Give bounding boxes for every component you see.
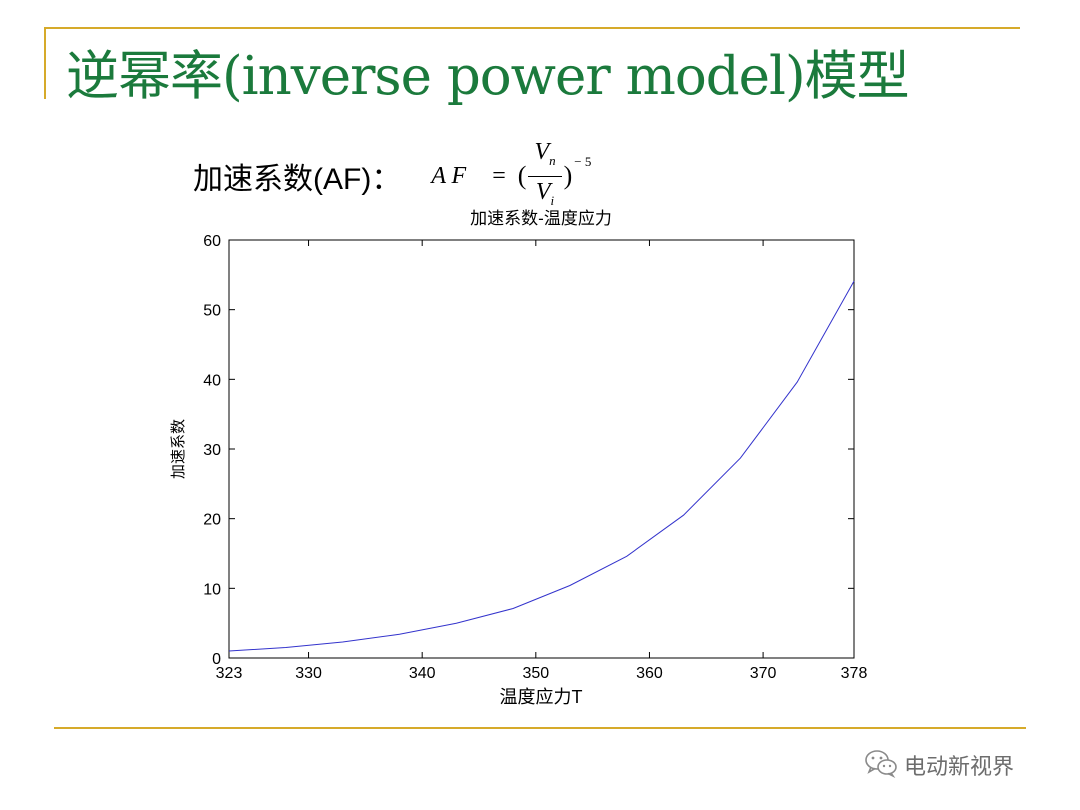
x-tick-label: 378 xyxy=(841,665,868,682)
af-label: 加速系数(AF)： xyxy=(193,163,402,196)
y-tick-label: 50 xyxy=(203,303,221,320)
denominator-var: V xyxy=(535,178,551,205)
x-axis: 323 330 340 350 360 370 378 xyxy=(216,240,868,682)
y-axis: 0 10 20 30 40 50 60 xyxy=(203,233,854,668)
x-tick-label: 350 xyxy=(522,665,549,682)
data-point xyxy=(569,585,570,586)
x-tick-label: 360 xyxy=(636,665,663,682)
y-tick-label: 40 xyxy=(203,372,221,389)
chart-title: 加速系数-温度应力 xyxy=(470,209,612,228)
data-point xyxy=(399,634,400,635)
data-point xyxy=(342,641,343,642)
plot-area-frame xyxy=(228,239,855,659)
data-point xyxy=(797,382,798,383)
data-point xyxy=(853,281,854,282)
af-formula: A F = ( Vn Vi ) − 5 xyxy=(431,139,591,214)
formula-numerator: Vn xyxy=(528,138,562,177)
x-tick-label: 370 xyxy=(750,665,777,682)
series-line xyxy=(228,280,855,652)
x-tick-label: 330 xyxy=(295,665,322,682)
watermark: 电动新视界 xyxy=(864,748,1014,782)
watermark-text: 电动新视界 xyxy=(904,755,1015,780)
data-point xyxy=(512,608,513,609)
formula-exponent: − 5 xyxy=(574,154,592,169)
footer-accent-rule xyxy=(54,727,1026,729)
wechat-icon xyxy=(864,748,898,782)
formula-open-paren: ( xyxy=(517,161,527,190)
denominator-sub: i xyxy=(550,192,555,208)
formula-denominator: Vi xyxy=(536,177,554,214)
acceleration-factor-line: 加速系数(AF)： A F = ( Vn Vi ) − 5 xyxy=(193,139,591,208)
slide-title: 逆幂率(inverse power model)模型 xyxy=(66,46,910,107)
data-point xyxy=(228,650,229,651)
formula-close-paren: ) xyxy=(563,161,573,190)
data-point xyxy=(456,623,457,624)
y-tick-label: 30 xyxy=(203,442,221,459)
y-tick-label: 0 xyxy=(212,651,221,668)
x-axis-label: 温度应力T xyxy=(500,687,583,707)
formula-fraction: Vn Vi xyxy=(528,138,562,214)
y-axis-label: 加速系数 xyxy=(170,419,187,479)
data-point xyxy=(626,556,627,557)
data-point xyxy=(740,457,741,458)
formula-lhs: A F xyxy=(431,162,467,189)
title-accent-left-rule xyxy=(44,27,46,99)
y-tick-label: 10 xyxy=(203,581,221,598)
x-tick-label: 340 xyxy=(409,665,436,682)
data-point xyxy=(285,647,286,648)
data-point xyxy=(683,515,684,516)
title-accent-top-rule xyxy=(44,27,1020,29)
formula-equals: = xyxy=(492,162,506,189)
numerator-sub: n xyxy=(549,152,556,168)
x-tick-label: 323 xyxy=(216,665,243,682)
numerator-var: V xyxy=(534,138,550,165)
y-tick-label: 60 xyxy=(203,233,221,250)
y-tick-label: 20 xyxy=(203,512,221,529)
